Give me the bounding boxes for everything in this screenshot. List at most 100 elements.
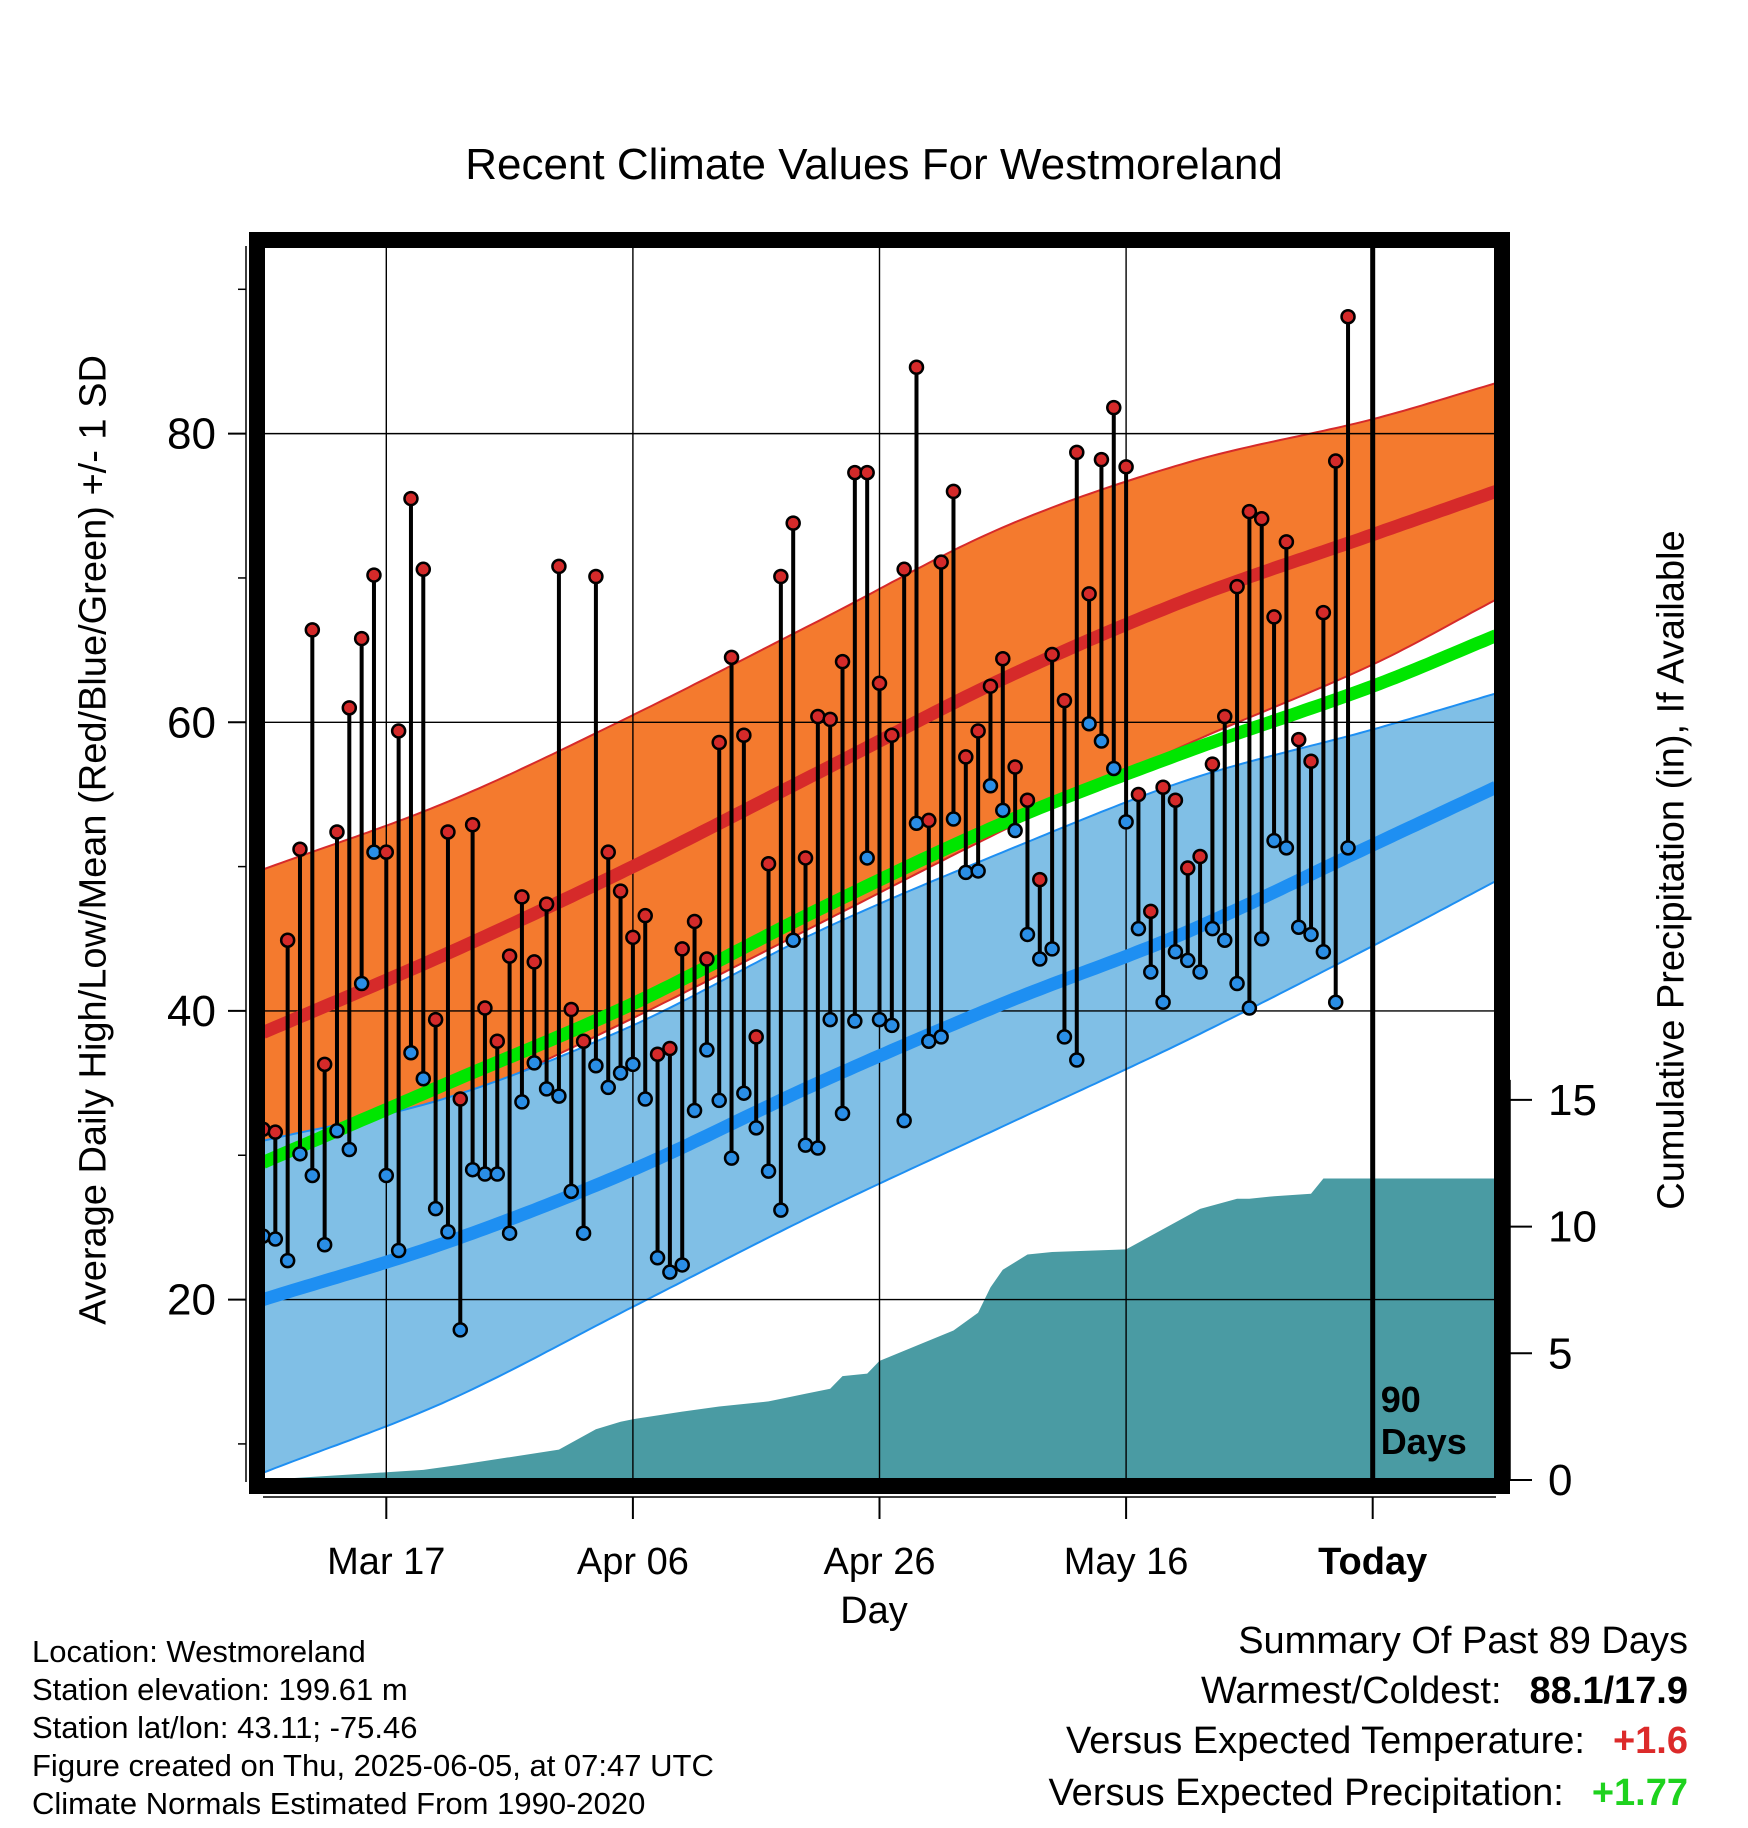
daily-low-point-12	[403, 1045, 419, 1061]
daily-low-point-57	[958, 864, 974, 881]
daily-high-point-44	[797, 850, 814, 866]
daily-low-point-9	[366, 844, 382, 860]
daily-high-point-87	[1327, 453, 1344, 469]
y-tick-label-20: 20	[167, 1276, 216, 1325]
daily-low-point-24	[551, 1088, 567, 1104]
daily-high-point-13	[415, 561, 432, 578]
daily-low-point-11	[390, 1242, 407, 1259]
x-tick-label-3: May 16	[1064, 1541, 1189, 1583]
warmest-coldest-label: Warmest/Coldest:	[1200, 1670, 1502, 1712]
daily-high-point-2	[279, 932, 296, 948]
daily-low-point-34	[674, 1257, 690, 1273]
daily-low-point-8	[353, 975, 370, 992]
today-marker-label-unit: Days	[1381, 1421, 1467, 1462]
daily-high-point-26	[575, 1033, 592, 1049]
daily-low-point-79	[1229, 975, 1245, 992]
x-tick-label-1: Apr 06	[577, 1541, 689, 1583]
daily-high-point-81	[1253, 511, 1270, 527]
daily-high-point-78	[1216, 708, 1233, 725]
station-location: Location: Westmoreland	[32, 1634, 366, 1669]
daily-low-point-13	[415, 1071, 432, 1087]
daily-high-point-46	[822, 711, 838, 728]
daily-high-point-7	[341, 700, 358, 716]
daily-temperature-bars	[263, 308, 1356, 1338]
daily-low-point-30	[625, 1056, 641, 1073]
daily-high-point-48	[847, 464, 863, 481]
daily-high-point-31	[637, 907, 653, 924]
temperature-departure-value: +1.6	[1612, 1720, 1688, 1762]
daily-high-point-63	[1032, 871, 1048, 888]
daily-low-point-22	[526, 1055, 543, 1071]
daily-high-point-88	[1340, 308, 1356, 325]
daily-high-point-6	[329, 824, 345, 840]
daily-low-point-25	[563, 1183, 579, 1200]
daily-low-point-32	[649, 1249, 666, 1266]
daily-low-point-26	[575, 1225, 592, 1241]
daily-high-point-41	[760, 855, 777, 872]
daily-low-point-87	[1327, 994, 1344, 1011]
daily-high-point-61	[1007, 759, 1023, 775]
daily-low-point-68	[1093, 733, 1110, 749]
daily-low-point-83	[1278, 840, 1295, 856]
daily-low-point-49	[859, 850, 875, 866]
daily-low-point-2	[279, 1252, 296, 1269]
daily-low-point-29	[612, 1065, 629, 1081]
daily-low-point-3	[292, 1146, 308, 1162]
temperature-departure-label: Versus Expected Temperature:	[1066, 1720, 1585, 1762]
daily-high-point-5	[316, 1056, 333, 1073]
daily-low-point-78	[1216, 932, 1233, 948]
daily-low-point-35	[686, 1102, 703, 1119]
daily-high-point-10	[378, 844, 395, 860]
daily-high-point-49	[859, 464, 875, 481]
y-tick-label-40: 40	[167, 987, 216, 1036]
daily-high-point-60	[995, 651, 1011, 667]
daily-high-point-86	[1315, 604, 1332, 621]
chart-title: Recent Climate Values For Westmoreland	[465, 140, 1283, 189]
daily-low-point-21	[514, 1094, 530, 1110]
daily-low-point-70	[1118, 814, 1134, 830]
daily-high-point-82	[1266, 609, 1282, 625]
daily-high-point-15	[440, 824, 456, 840]
daily-high-point-42	[773, 568, 789, 585]
daily-low-point-38	[723, 1150, 740, 1166]
daily-low-point-45	[810, 1140, 826, 1156]
daily-high-point-64	[1044, 646, 1060, 663]
y-axis-right-label: Cumulative Precipitation (in), If Availa…	[1650, 530, 1693, 1210]
daily-low-point-75	[1180, 952, 1196, 969]
daily-high-point-56	[945, 483, 962, 500]
daily-high-point-54	[921, 812, 937, 829]
daily-high-point-71	[1130, 786, 1147, 803]
daily-high-point-79	[1229, 578, 1245, 595]
daily-high-point-21	[514, 889, 530, 905]
daily-low-point-56	[945, 811, 962, 827]
daily-low-point-18	[477, 1166, 493, 1182]
daily-high-point-8	[353, 630, 370, 647]
daily-high-point-40	[748, 1029, 764, 1045]
daily-low-point-47	[834, 1105, 851, 1122]
daily-low-point-6	[329, 1122, 345, 1139]
daily-low-point-67	[1081, 715, 1097, 732]
daily-low-point-43	[785, 932, 801, 948]
daily-high-point-27	[588, 568, 604, 585]
axes: 20 40 60 80 0 5 10 15 Mar 17 Apr 06 Apr 26 May 16 To…	[167, 246, 1597, 1583]
precip-tick-label-5: 5	[1548, 1329, 1572, 1378]
daily-high-point-33	[662, 1040, 678, 1057]
daily-high-point-51	[884, 727, 900, 744]
daily-low-point-39	[736, 1085, 752, 1101]
daily-low-point-28	[600, 1079, 616, 1096]
daily-high-point-14	[427, 1011, 444, 1028]
daily-low-point-63	[1032, 951, 1048, 967]
x-tick-label-0: Mar 17	[327, 1541, 445, 1583]
daily-high-point-28	[600, 844, 616, 860]
daily-low-point-27	[588, 1058, 604, 1074]
x-tick-label-2: Apr 26	[824, 1541, 936, 1583]
daily-low-point-41	[760, 1163, 777, 1179]
daily-low-point-42	[773, 1202, 789, 1218]
warmest-coldest-value: 88.1/17.9	[1529, 1670, 1688, 1712]
daily-low-point-69	[1106, 760, 1122, 777]
y-axis-left-label: Average Daily High/Low/Mean (Red/Blue/Gr…	[72, 355, 115, 1325]
daily-low-point-5	[316, 1236, 333, 1253]
temperature-departure-row: Versus Expected Temperature: +1.6	[1066, 1720, 1688, 1763]
station-latlon: Station lat/lon: 43.11; -75.46	[32, 1710, 418, 1745]
